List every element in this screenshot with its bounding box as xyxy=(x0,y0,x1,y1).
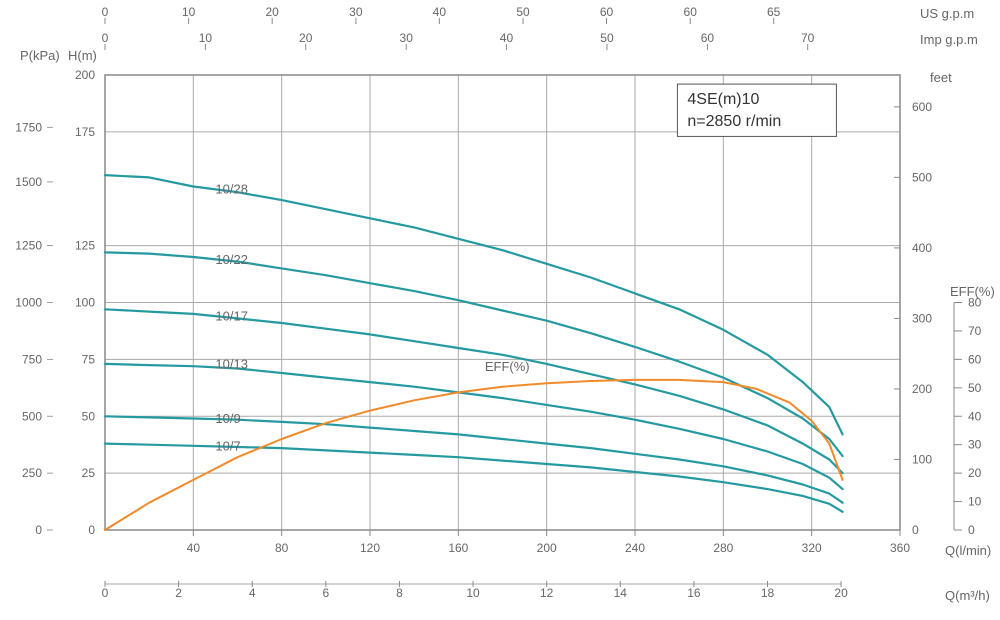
axis-tick: 40 xyxy=(968,409,982,423)
axis-tick: 1750 xyxy=(15,120,42,134)
axis-tick: 4 xyxy=(249,586,256,600)
axis-tick: 120 xyxy=(360,541,380,555)
axis-title: US g.p.m xyxy=(920,6,974,21)
axis-tick: 0 xyxy=(102,5,109,19)
axis-tick: 0 xyxy=(35,523,42,537)
axis-tick: 300 xyxy=(912,311,932,325)
curve-label: 10/28 xyxy=(215,181,248,196)
axis-tick: 75 xyxy=(82,352,96,366)
axis-tick: 10 xyxy=(466,586,480,600)
axis-tick: 80 xyxy=(275,541,289,555)
axis-tick: 80 xyxy=(968,296,982,310)
axis-tick: 50 xyxy=(516,5,530,19)
axis-tick: 0 xyxy=(968,523,975,537)
grid xyxy=(105,75,900,530)
axis-tick: 10 xyxy=(968,495,982,509)
eff-label: EFF(%) xyxy=(485,359,530,374)
axis-tick: 30 xyxy=(968,438,982,452)
axis-tick: 20 xyxy=(265,5,279,19)
axis-tick: 20 xyxy=(299,31,313,45)
axis-tick: 1500 xyxy=(15,175,42,189)
axis-tick: 18 xyxy=(761,586,775,600)
axis-title: Q(m³/h) xyxy=(945,588,990,603)
curve-label: 10/9 xyxy=(215,411,240,426)
axis-tick: 10 xyxy=(182,5,196,19)
axis-tick: 40 xyxy=(433,5,447,19)
pump-chart: 10/28 10/22 10/17 10/13 10/9 10/7 EFF(%) 4SE(m)… xyxy=(0,0,1000,620)
axis-title: H(m) xyxy=(68,48,97,63)
axis-tick: 0 xyxy=(102,586,109,600)
axis-tick: 60 xyxy=(600,5,614,19)
axis-tick: 400 xyxy=(912,241,932,255)
head-curve xyxy=(105,416,843,502)
svg-text:4SE(m)10: 4SE(m)10 xyxy=(687,91,759,108)
axis-tick: 8 xyxy=(396,586,403,600)
axis-tick: 320 xyxy=(802,541,822,555)
curve-label: 10/22 xyxy=(215,252,248,267)
axis-tick: 600 xyxy=(912,100,932,114)
axis-tick: 0 xyxy=(912,523,919,537)
axis-tick: 100 xyxy=(912,452,932,466)
axis-tick: 10 xyxy=(199,31,213,45)
axis-tick: 280 xyxy=(713,541,733,555)
axis-tick: 50 xyxy=(968,381,982,395)
axis-tick: 1250 xyxy=(15,239,42,253)
axis-tick: 40 xyxy=(500,31,514,45)
axis-tick: 20 xyxy=(834,586,848,600)
axis-tick: 160 xyxy=(448,541,468,555)
axis-tick: 60 xyxy=(968,352,982,366)
axis-tick: 60 xyxy=(701,31,715,45)
axis-tick: 200 xyxy=(75,68,95,82)
axis-tick: 70 xyxy=(968,324,982,338)
axis-tick: 65 xyxy=(767,5,781,19)
axis-tick: 6 xyxy=(322,586,329,600)
axis-tick: 500 xyxy=(22,409,42,423)
axis-tick: 175 xyxy=(75,125,95,139)
axis-tick: 500 xyxy=(912,170,932,184)
axis-tick: 200 xyxy=(537,541,557,555)
axis-tick: 40 xyxy=(187,541,201,555)
axis-tick: 1000 xyxy=(15,296,42,310)
axis-tick: 240 xyxy=(625,541,645,555)
axis-tick: 250 xyxy=(22,466,42,480)
axis-tick: 750 xyxy=(22,352,42,366)
axis-title: Q(l/min) xyxy=(945,543,991,558)
axis-tick: 60 xyxy=(684,5,698,19)
axis-tick: 2 xyxy=(175,586,182,600)
axis-tick: 20 xyxy=(968,466,982,480)
curve-label: 10/13 xyxy=(215,356,248,371)
curve-label: 10/17 xyxy=(215,309,248,324)
axis-tick: 100 xyxy=(75,296,95,310)
axis-title: feet xyxy=(930,70,952,85)
head-curve xyxy=(105,444,843,512)
axis-tick: 12 xyxy=(540,586,554,600)
svg-text:n=2850 r/min: n=2850 r/min xyxy=(687,113,781,130)
axis-tick: 30 xyxy=(349,5,363,19)
axis-tick: 50 xyxy=(600,31,614,45)
eff-curve xyxy=(105,380,843,530)
axis-tick: 0 xyxy=(102,31,109,45)
axis-tick: 0 xyxy=(88,523,95,537)
axis-tick: 14 xyxy=(614,586,628,600)
axis-tick: 200 xyxy=(912,382,932,396)
axis-title: Imp g.p.m xyxy=(920,32,978,47)
chart-svg: 10/28 10/22 10/17 10/13 10/9 10/7 EFF(%) 4SE(m)… xyxy=(0,0,1000,620)
axis-tick: 360 xyxy=(890,541,910,555)
axis-tick: 70 xyxy=(801,31,815,45)
axis-tick: 125 xyxy=(75,239,95,253)
axis-title: P(kPa) xyxy=(20,48,60,63)
curve-label: 10/7 xyxy=(215,438,240,453)
axis-tick: 30 xyxy=(400,31,414,45)
axis-tick: 16 xyxy=(687,586,701,600)
axis-tick: 25 xyxy=(82,466,96,480)
axis-tick: 50 xyxy=(82,409,96,423)
chart-title-box: 4SE(m)10 n=2850 r/min xyxy=(677,84,836,136)
